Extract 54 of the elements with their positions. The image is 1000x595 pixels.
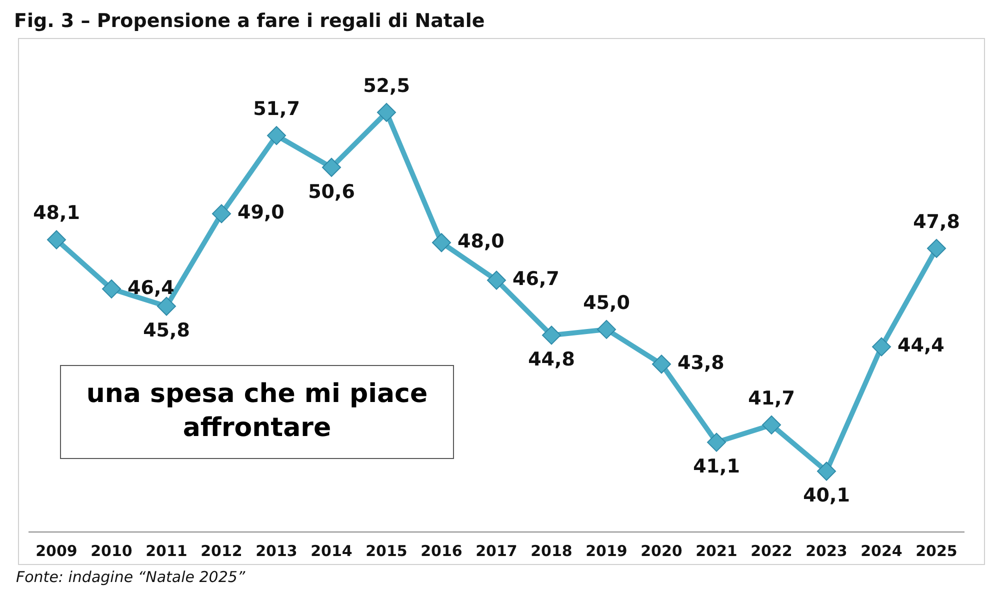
- x-tick-label: 2024: [860, 542, 902, 560]
- source-note: Fonte: indagine “Natale 2025”: [16, 568, 246, 586]
- chart-title: Fig. 3 – Propensione a fare i regali di Natale: [14, 10, 485, 32]
- point: [47, 230, 66, 250]
- point: [267, 126, 286, 146]
- point: [927, 238, 946, 258]
- point: [872, 337, 891, 356]
- point: [157, 296, 176, 316]
- point: [652, 354, 671, 374]
- data-label: 50,6: [308, 180, 355, 203]
- data-label: 44,4: [898, 334, 944, 357]
- x-tick-label: 2023: [806, 542, 848, 560]
- data-label: 40,1: [803, 484, 850, 507]
- point: [542, 326, 561, 345]
- x-tick-label: 2019: [586, 542, 628, 560]
- point: [377, 102, 396, 122]
- data-label: 43,8: [678, 352, 724, 374]
- point: [432, 233, 451, 252]
- x-tick-label: 2020: [640, 542, 682, 560]
- point: [212, 204, 231, 224]
- data-label: 48,0: [458, 230, 504, 253]
- x-tick-label: 2013: [256, 542, 298, 560]
- data-label: 46,7: [512, 268, 560, 290]
- data-label: 49,0: [238, 202, 284, 224]
- x-tick-label: 2017: [476, 542, 518, 560]
- data-label: 45,8: [143, 320, 190, 342]
- annotation: una spesa che mi piace affrontare: [60, 365, 454, 459]
- data-label: 41,7: [748, 387, 795, 410]
- x-tick-label: 2009: [36, 542, 78, 560]
- point: [597, 320, 616, 339]
- point: [817, 462, 836, 481]
- x-tick-label: 2022: [750, 542, 792, 560]
- x-tick-label: 2021: [696, 542, 738, 560]
- x-tick-label: 2011: [146, 542, 188, 560]
- x-tick-label: 2015: [366, 542, 408, 560]
- point: [102, 279, 121, 298]
- data-label: 46,4: [128, 276, 174, 299]
- x-tick-label: 2012: [200, 542, 242, 560]
- x-tick-label: 2010: [90, 542, 132, 560]
- data-label: 44,8: [528, 348, 575, 371]
- x-tick-label: 2014: [310, 542, 352, 560]
- data-label: 52,5: [363, 74, 410, 97]
- point: [707, 432, 726, 452]
- data-label: 51,7: [253, 98, 300, 120]
- point: [322, 158, 341, 177]
- point: [487, 270, 506, 290]
- x-tick-label: 2025: [916, 542, 958, 560]
- x-tick-label: 2016: [420, 542, 462, 560]
- data-label: 47,8: [913, 210, 960, 233]
- x-tick-label: 2018: [530, 542, 572, 560]
- data-label: 48,1: [33, 202, 80, 224]
- data-label: 45,0: [583, 292, 630, 314]
- data-label: 41,1: [693, 456, 740, 478]
- point: [762, 415, 781, 434]
